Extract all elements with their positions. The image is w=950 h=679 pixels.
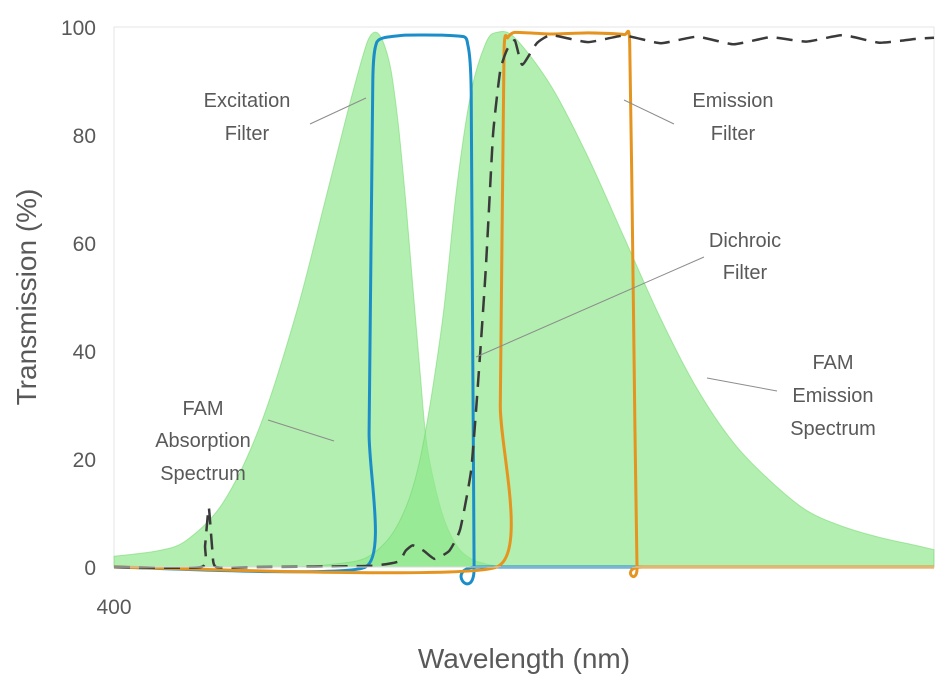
annotation-line: FAM [812,352,853,374]
annotation-line: Dichroic [709,230,781,252]
annotation-line: Filter [711,123,756,145]
annotation-fam-absorption-spectrum: FAM Absorption Spectrum [155,398,335,485]
annotation-excitation-filter: Excitation Filter [204,90,367,145]
fam-emission-area [296,30,935,568]
annotation-line: Spectrum [790,418,876,440]
annotation-dichroic-filter: Dichroic Filter [475,230,781,358]
annotation-fam-emission-spectrum: FAM Emission Spectrum [706,352,876,440]
annotation-line: Emission [692,90,773,112]
leader-line [623,99,675,125]
leader-line [309,97,367,125]
annotation-line: Absorption [155,430,251,452]
x-axis-title: Wavelength (nm) [418,643,630,674]
y-tick-labels: 0 20 40 60 80 100 [61,17,96,580]
annotation-line: FAM [182,398,223,420]
excitation-filter-line [113,33,934,586]
annotation-emission-filter: Emission Filter [623,90,774,145]
y-tick-label: 60 [73,233,96,256]
y-tick-label: 20 [73,449,96,472]
y-tick-label: 80 [73,125,96,148]
x-tick-label: 400 [96,596,131,619]
annotation-line: Excitation [204,90,291,112]
leader-line [706,377,778,392]
annotation-line: Filter [723,262,768,284]
leader-line [475,256,705,358]
leader-line [267,419,335,442]
annotations-layer: Excitation Filter Emission Filter Dichro… [155,90,876,485]
annotation-line: Spectrum [160,463,246,485]
y-axis-title: Transmission (%) [11,189,42,406]
annotation-line: Filter [225,123,270,145]
annotation-line: Emission [792,385,873,407]
y-tick-label: 0 [84,557,96,580]
y-tick-label: 100 [61,17,96,40]
y-tick-label: 40 [73,341,96,364]
